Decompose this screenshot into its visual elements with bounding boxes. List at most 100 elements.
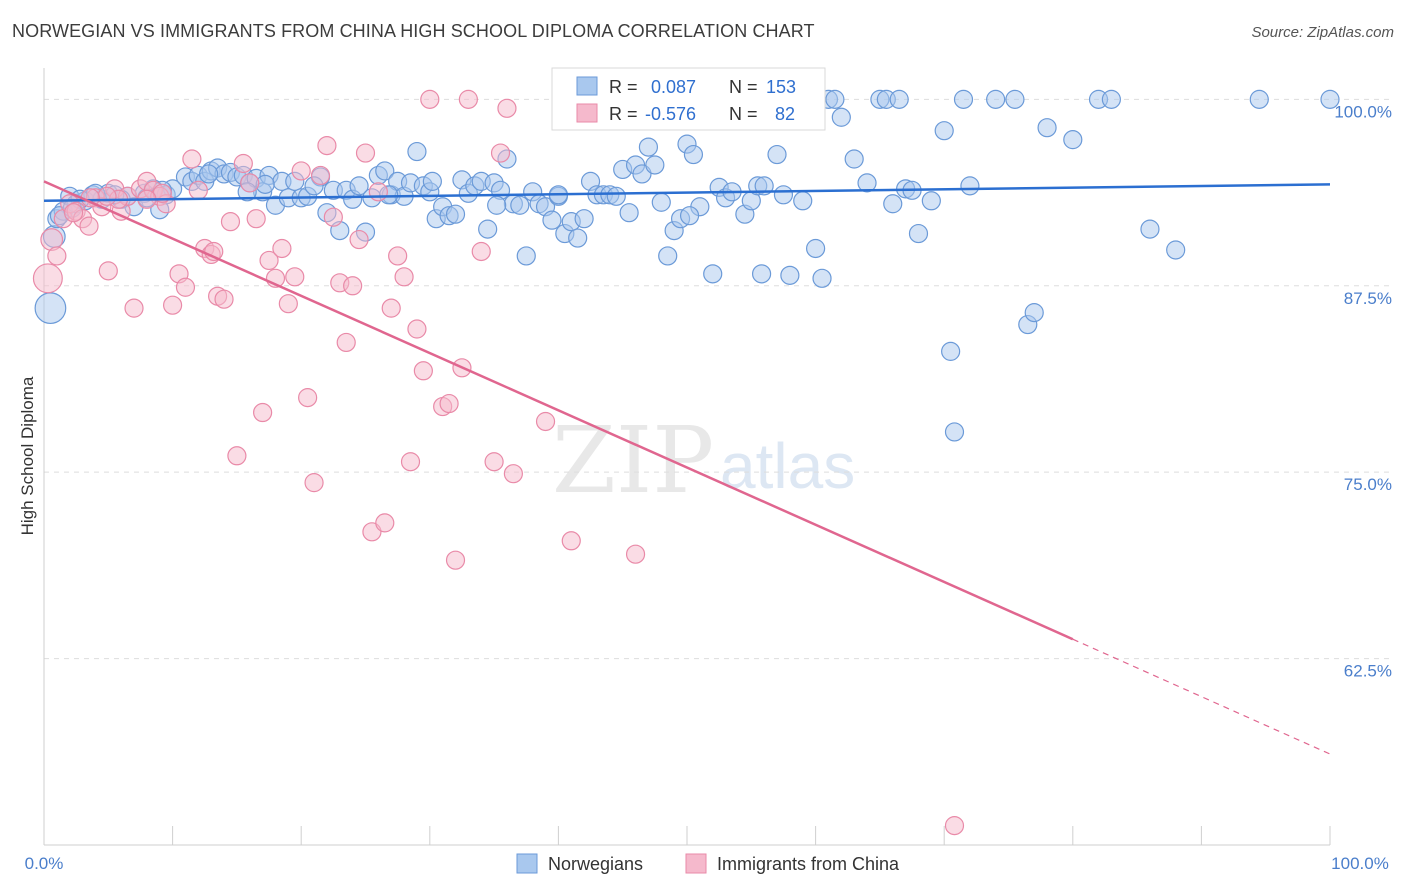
- norwegians-point: [1037, 118, 1057, 138]
- norwegians-point: [574, 209, 594, 229]
- y-axis-title: High School Diploma: [18, 376, 37, 535]
- china-point: [445, 550, 466, 570]
- norwegians-point: [651, 192, 671, 212]
- x-tick-label-max: 100.0%: [1331, 854, 1389, 873]
- norwegians-point: [510, 195, 530, 215]
- china-point: [310, 165, 331, 186]
- norwegians-point: [767, 144, 787, 165]
- china-point: [278, 294, 298, 314]
- china-point: [323, 207, 343, 227]
- x-axis-ticks: [43, 826, 1331, 845]
- norwegians-point: [1024, 303, 1044, 323]
- china-point: [535, 411, 556, 432]
- norwegians-point: [857, 173, 877, 193]
- norwegians-point: [751, 264, 772, 284]
- norwegians-point: [606, 186, 626, 206]
- china-point: [420, 89, 440, 109]
- norwegians-point: [889, 89, 909, 109]
- norwegians-point: [986, 89, 1006, 109]
- stats-swatch-norwegians: [576, 76, 598, 96]
- china-point: [253, 402, 273, 423]
- stats-n-label-0: N =: [729, 77, 758, 97]
- norwegians-point: [1101, 89, 1121, 109]
- norwegians-point: [1320, 89, 1340, 109]
- china-point: [97, 186, 117, 206]
- norwegians-point: [934, 121, 954, 141]
- watermark-atlas: atlas: [720, 430, 855, 502]
- china-point: [400, 452, 421, 472]
- norwegians-point: [407, 141, 427, 162]
- norwegians-point: [921, 191, 941, 211]
- china-point: [497, 98, 517, 118]
- stats-box: R = 0.087 N = 153 R = -0.576 N = 82: [551, 67, 826, 131]
- norwegians-point: [679, 206, 700, 226]
- china-point: [285, 267, 305, 287]
- norwegians-point: [703, 264, 723, 284]
- china-point: [368, 182, 388, 202]
- norwegians-point: [953, 89, 974, 109]
- china-point: [413, 361, 433, 381]
- china-point: [381, 298, 401, 318]
- china-point: [458, 89, 478, 109]
- china-point: [98, 261, 118, 281]
- china-point: [355, 143, 376, 163]
- y-tick-label: 87.5%: [1344, 289, 1392, 308]
- norwegians-point: [780, 265, 800, 285]
- china-point: [625, 544, 646, 564]
- legend-swatch-china: [685, 853, 707, 874]
- china-point: [175, 277, 196, 297]
- stats-r-value-0: 0.087: [651, 77, 696, 97]
- norwegians-point: [375, 161, 395, 181]
- china-point: [484, 452, 504, 472]
- china-point: [246, 209, 266, 229]
- norwegians-point: [683, 144, 704, 165]
- norwegians-point: [619, 203, 639, 223]
- norwegians-point: [908, 223, 929, 244]
- china-point: [32, 263, 63, 294]
- china-point: [163, 295, 183, 315]
- y-tick-label: 62.5%: [1344, 662, 1392, 681]
- y-tick-labels: 62.5% 75.0% 87.5% 100.0%: [1334, 102, 1392, 680]
- y-tick-label: 100.0%: [1334, 102, 1392, 121]
- norwegians-point: [773, 185, 794, 205]
- norwegians-point: [658, 246, 678, 266]
- norwegians-point: [34, 292, 67, 325]
- china-point: [407, 319, 427, 339]
- china-point: [272, 238, 292, 259]
- norwegians-point: [638, 137, 659, 157]
- y-tick-label: 75.0%: [1344, 475, 1392, 494]
- china-point: [214, 289, 234, 309]
- norwegians-point: [487, 195, 507, 215]
- stats-swatch-china: [576, 103, 598, 123]
- china-trend-line-extension: [1072, 638, 1331, 755]
- legend-label-china: Immigrants from China: [717, 854, 900, 874]
- norwegians-trend-line: [43, 183, 1331, 203]
- china-point: [944, 816, 965, 836]
- norwegians-point: [831, 107, 851, 127]
- china-point: [471, 241, 491, 262]
- norwegians-point: [1249, 89, 1269, 109]
- china-point: [304, 473, 324, 493]
- chart-source: Source: ZipAtlas.com: [1251, 24, 1394, 41]
- china-point: [439, 393, 459, 414]
- norwegians-point: [445, 204, 466, 224]
- stats-n-value-1: 82: [775, 104, 795, 124]
- china-point: [291, 161, 311, 181]
- norwegians-point: [825, 89, 845, 109]
- china-point: [63, 203, 84, 223]
- norwegians-point: [844, 149, 864, 169]
- trend-lines: [43, 180, 1331, 755]
- china-point: [336, 332, 356, 353]
- china-point: [227, 446, 247, 466]
- stats-n-value-0: 153: [766, 77, 796, 97]
- norwegians-point: [1005, 89, 1025, 109]
- china-point: [388, 246, 408, 266]
- china-point: [220, 212, 241, 232]
- china-point: [298, 388, 318, 408]
- china-point: [47, 246, 67, 266]
- china-point: [375, 513, 395, 533]
- legend-swatch-norwegians: [516, 853, 538, 874]
- norwegians-point: [645, 155, 665, 175]
- china-point: [317, 135, 337, 156]
